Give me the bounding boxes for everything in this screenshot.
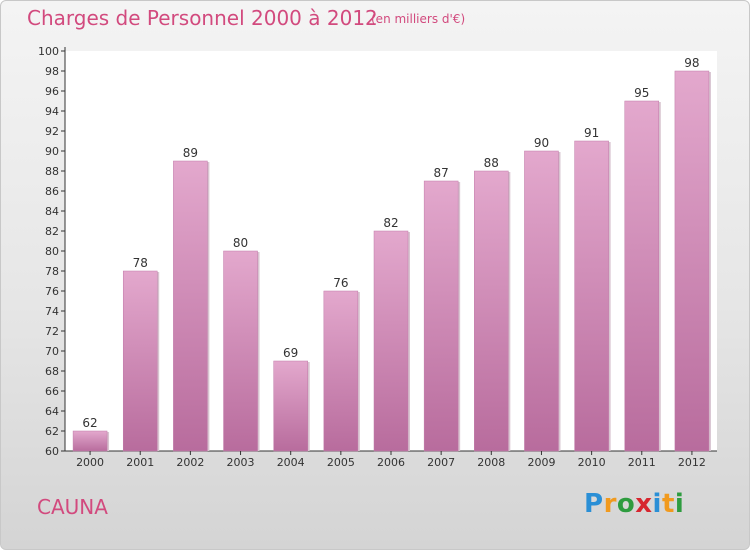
y-tick-label: 92 <box>45 125 59 138</box>
x-tick-label: 2005 <box>327 456 355 469</box>
x-tick-label: 2006 <box>377 456 405 469</box>
x-tick-label: 2000 <box>76 456 104 469</box>
y-tick-label: 90 <box>45 145 59 158</box>
bar <box>373 230 409 452</box>
x-tick-label: 2002 <box>176 456 204 469</box>
y-tick-label: 86 <box>45 185 59 198</box>
bar-value-label: 91 <box>584 126 599 140</box>
x-tick-label: 2012 <box>678 456 706 469</box>
bar-value-label: 82 <box>383 216 398 230</box>
logo-letter: t <box>661 489 675 519</box>
bar <box>524 150 559 452</box>
bar <box>574 140 609 452</box>
bar-value-label: 62 <box>82 416 97 430</box>
y-tick-label: 62 <box>45 425 59 438</box>
logo-letter: P <box>584 489 604 519</box>
bar-value-label: 89 <box>183 146 198 160</box>
x-tick-label: 2008 <box>477 456 505 469</box>
y-tick-label: 72 <box>45 325 59 338</box>
logo-letter: x <box>635 489 653 519</box>
logo-letter: i <box>652 489 662 519</box>
y-tick-label: 66 <box>45 385 59 398</box>
bar <box>173 160 208 452</box>
x-tick-label: 2001 <box>126 456 154 469</box>
bar-value-label: 98 <box>684 56 699 70</box>
x-tick-label: 2003 <box>227 456 255 469</box>
y-tick-label: 70 <box>45 345 59 358</box>
y-tick-label: 98 <box>45 65 59 78</box>
proxiti-logo[interactable]: Proxiti <box>584 489 684 519</box>
bar <box>72 430 108 452</box>
y-tick-label: 76 <box>45 285 59 298</box>
y-tick-label: 100 <box>38 45 59 58</box>
y-tick-label: 88 <box>45 165 59 178</box>
bar <box>323 290 359 452</box>
bar-value-label: 69 <box>283 346 298 360</box>
y-tick-label: 84 <box>45 205 59 218</box>
bar-value-label: 95 <box>634 86 649 100</box>
bar <box>273 360 308 452</box>
x-tick-label: 2010 <box>578 456 606 469</box>
bar <box>624 100 660 452</box>
bar-value-label: 80 <box>233 236 248 250</box>
chart-title: Charges de Personnel 2000 à 2012 <box>27 6 378 30</box>
y-tick-label: 60 <box>45 445 59 458</box>
y-tick-label: 82 <box>45 225 59 238</box>
bar <box>423 180 459 452</box>
x-tick-label: 2009 <box>527 456 555 469</box>
bar <box>223 250 258 452</box>
bar <box>474 170 509 452</box>
y-tick-label: 94 <box>45 105 59 118</box>
bar-value-label: 78 <box>133 256 148 270</box>
logo-letter: i <box>674 489 685 519</box>
bar-value-label: 90 <box>534 136 549 150</box>
logo-letter: o <box>616 489 636 519</box>
bar-value-label: 87 <box>434 166 449 180</box>
y-tick-label: 74 <box>45 305 59 318</box>
commune-name: CAUNA <box>37 495 108 519</box>
bar <box>122 270 158 452</box>
bar-value-label: 76 <box>333 276 348 290</box>
chart-subtitle: (en milliers d'€) <box>371 12 466 26</box>
x-tick-label: 2004 <box>277 456 305 469</box>
y-tick-label: 80 <box>45 245 59 258</box>
x-tick-label: 2007 <box>427 456 455 469</box>
x-tick-label: 2011 <box>628 456 656 469</box>
y-tick-label: 64 <box>45 405 59 418</box>
logo-letter: r <box>603 489 617 519</box>
y-tick-label: 96 <box>45 85 59 98</box>
bar-value-label: 88 <box>484 156 499 170</box>
y-tick-label: 78 <box>45 265 59 278</box>
y-tick-label: 68 <box>45 365 59 378</box>
bar <box>674 70 710 452</box>
